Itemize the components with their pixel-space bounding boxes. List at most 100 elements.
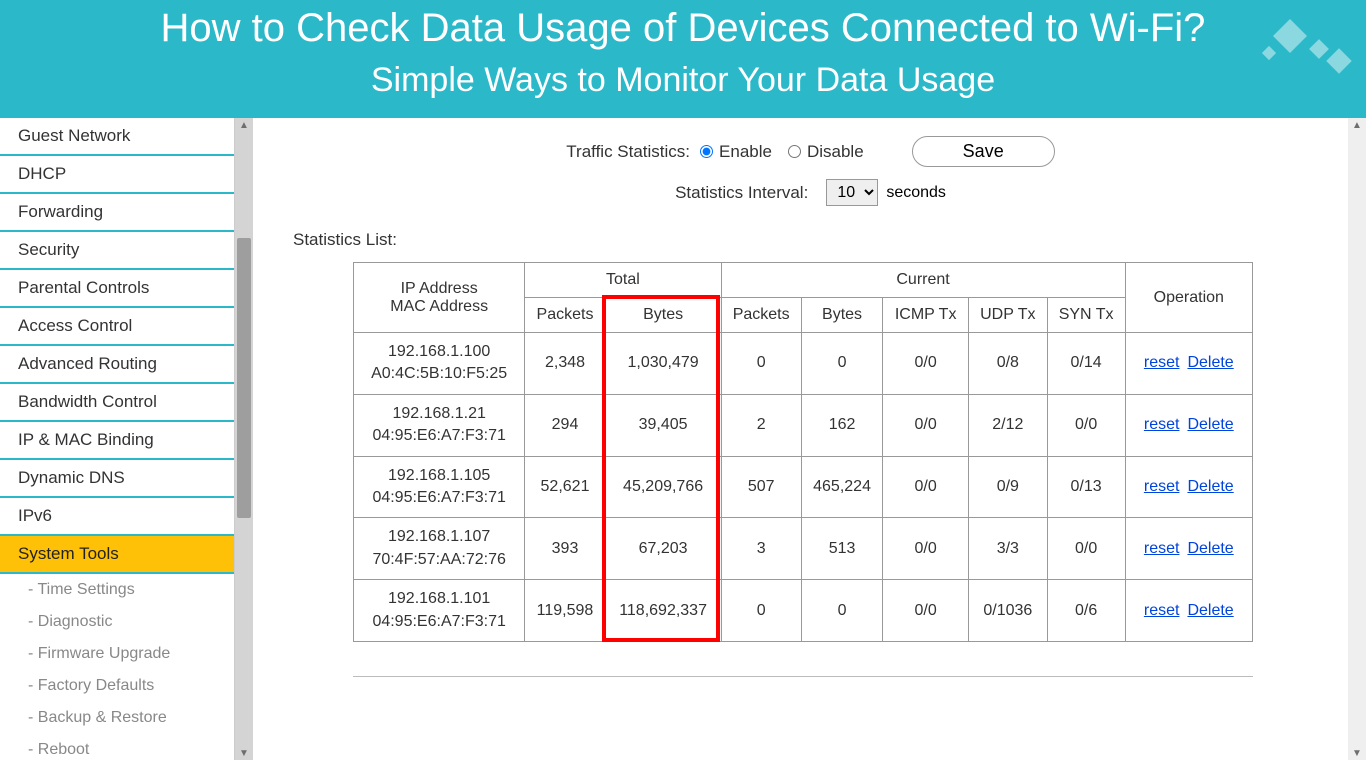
page-banner: How to Check Data Usage of Devices Conne…: [0, 0, 1366, 118]
cell-cp: 0: [721, 580, 801, 642]
delete-link[interactable]: Delete: [1187, 602, 1233, 619]
cell-address: 192.168.1.10770:4F:57:AA:72:76: [354, 518, 525, 580]
traffic-stats-row: Traffic Statistics: Enable Disable Save: [293, 136, 1328, 167]
cell-tb: 45,209,766: [605, 456, 721, 518]
reset-link[interactable]: reset: [1144, 602, 1180, 619]
cell-udp: 3/3: [969, 518, 1048, 580]
col-total-packets: Packets: [525, 298, 605, 333]
col-syn: SYN Tx: [1047, 298, 1125, 333]
banner-subtitle: Simple Ways to Monitor Your Data Usage: [0, 61, 1366, 100]
main-scrollbar[interactable]: ▲ ▼: [1348, 118, 1366, 760]
cell-cp: 507: [721, 456, 801, 518]
sidebar-nav: Guest NetworkDHCPForwardingSecurityParen…: [0, 118, 235, 760]
sidebar-item-ip-mac-binding[interactable]: IP & MAC Binding: [0, 422, 234, 460]
cell-udp: 0/8: [969, 333, 1048, 395]
interval-unit: seconds: [886, 184, 946, 202]
cell-address: 192.168.1.10104:95:E6:A7:F3:71: [354, 580, 525, 642]
sidebar-subitem-firmware-upgrade[interactable]: - Firmware Upgrade: [0, 638, 234, 670]
reset-link[interactable]: reset: [1144, 416, 1180, 433]
cell-udp: 0/9: [969, 456, 1048, 518]
sidebar-item-ipv6[interactable]: IPv6: [0, 498, 234, 536]
sidebar-item-parental-controls[interactable]: Parental Controls: [0, 270, 234, 308]
cell-tb: 39,405: [605, 394, 721, 456]
reset-link[interactable]: reset: [1144, 478, 1180, 495]
cell-operation: reset Delete: [1125, 394, 1252, 456]
col-cur-packets: Packets: [721, 298, 801, 333]
bottom-divider: [353, 676, 1253, 677]
save-button[interactable]: Save: [912, 136, 1055, 167]
enable-label[interactable]: Enable: [719, 142, 772, 162]
traffic-stats-label: Traffic Statistics:: [566, 142, 690, 162]
reset-link[interactable]: reset: [1144, 354, 1180, 371]
cell-operation: reset Delete: [1125, 518, 1252, 580]
sidebar-item-security[interactable]: Security: [0, 232, 234, 270]
sidebar-scrollbar[interactable]: ▲ ▼: [235, 118, 253, 760]
sidebar-subitem-factory-defaults[interactable]: - Factory Defaults: [0, 670, 234, 702]
banner-decoration: [1246, 24, 1366, 74]
cell-icmp: 0/0: [883, 394, 969, 456]
cell-udp: 2/12: [969, 394, 1048, 456]
sidebar-subitem-diagnostic[interactable]: - Diagnostic: [0, 606, 234, 638]
disable-radio[interactable]: [788, 145, 801, 158]
sidebar-item-dhcp[interactable]: DHCP: [0, 156, 234, 194]
scroll-thumb[interactable]: [237, 238, 251, 518]
table-row: 192.168.1.100A0:4C:5B:10:F5:252,3481,030…: [354, 333, 1253, 395]
cell-icmp: 0/0: [883, 580, 969, 642]
delete-link[interactable]: Delete: [1187, 540, 1233, 557]
sidebar-item-bandwidth-control[interactable]: Bandwidth Control: [0, 384, 234, 422]
delete-link[interactable]: Delete: [1187, 354, 1233, 371]
cell-tp: 393: [525, 518, 605, 580]
cell-cb: 465,224: [801, 456, 882, 518]
cell-syn: 0/0: [1047, 518, 1125, 580]
cell-icmp: 0/0: [883, 333, 969, 395]
table-row: 192.168.1.10104:95:E6:A7:F3:71119,598118…: [354, 580, 1253, 642]
cell-tp: 2,348: [525, 333, 605, 395]
sidebar-item-access-control[interactable]: Access Control: [0, 308, 234, 346]
cell-cp: 0: [721, 333, 801, 395]
delete-link[interactable]: Delete: [1187, 478, 1233, 495]
cell-cb: 513: [801, 518, 882, 580]
cell-operation: reset Delete: [1125, 333, 1252, 395]
cell-cb: 0: [801, 333, 882, 395]
col-udp: UDP Tx: [969, 298, 1048, 333]
scroll-up-icon[interactable]: ▲: [239, 120, 249, 130]
col-operation-header: Operation: [1125, 263, 1252, 333]
cell-tp: 52,621: [525, 456, 605, 518]
disable-label[interactable]: Disable: [807, 142, 864, 162]
col-cur-bytes: Bytes: [801, 298, 882, 333]
cell-cp: 3: [721, 518, 801, 580]
scroll-down-icon[interactable]: ▼: [239, 748, 249, 758]
cell-address: 192.168.1.100A0:4C:5B:10:F5:25: [354, 333, 525, 395]
cell-syn: 0/14: [1047, 333, 1125, 395]
sidebar-subitem-backup-restore[interactable]: - Backup & Restore: [0, 702, 234, 734]
cell-tb: 118,692,337: [605, 580, 721, 642]
col-current-header: Current: [721, 263, 1125, 298]
cell-syn: 0/0: [1047, 394, 1125, 456]
sidebar-subitem-reboot[interactable]: - Reboot: [0, 734, 234, 766]
sidebar-item-dynamic-dns[interactable]: Dynamic DNS: [0, 460, 234, 498]
interval-label: Statistics Interval:: [675, 183, 808, 203]
delete-link[interactable]: Delete: [1187, 416, 1233, 433]
cell-tb: 67,203: [605, 518, 721, 580]
sidebar-subitem-time-settings[interactable]: - Time Settings: [0, 574, 234, 606]
scroll-up-icon[interactable]: ▲: [1352, 120, 1362, 130]
sidebar-item-system-tools[interactable]: System Tools: [0, 536, 234, 574]
cell-icmp: 0/0: [883, 518, 969, 580]
sidebar-item-guest-network[interactable]: Guest Network: [0, 118, 234, 156]
reset-link[interactable]: reset: [1144, 540, 1180, 557]
cell-tp: 294: [525, 394, 605, 456]
col-icmp: ICMP Tx: [883, 298, 969, 333]
enable-radio[interactable]: [700, 145, 713, 158]
cell-cb: 162: [801, 394, 882, 456]
sidebar-item-forwarding[interactable]: Forwarding: [0, 194, 234, 232]
scroll-down-icon[interactable]: ▼: [1352, 748, 1362, 758]
cell-operation: reset Delete: [1125, 580, 1252, 642]
table-row: 192.168.1.2104:95:E6:A7:F3:7129439,40521…: [354, 394, 1253, 456]
interval-select[interactable]: 10: [826, 179, 878, 206]
col-total-header: Total: [525, 263, 721, 298]
sidebar-item-advanced-routing[interactable]: Advanced Routing: [0, 346, 234, 384]
col-addr-header: IP AddressMAC Address: [354, 263, 525, 333]
cell-icmp: 0/0: [883, 456, 969, 518]
interval-row: Statistics Interval: 10 seconds: [293, 179, 1328, 206]
banner-title: How to Check Data Usage of Devices Conne…: [0, 6, 1366, 51]
